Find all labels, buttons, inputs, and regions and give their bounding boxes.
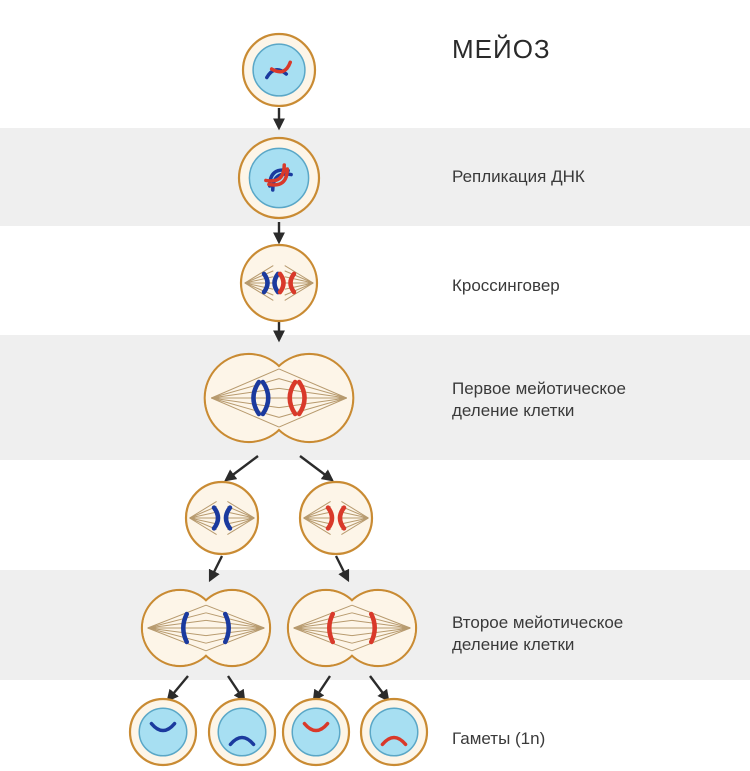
- cell-crossover: [236, 240, 322, 326]
- cell-gamete: [279, 695, 353, 769]
- cell-replicated: [235, 134, 323, 222]
- meiosis-diagram: МЕЙОЗРепликация ДНККроссинговерПервое ме…: [0, 0, 750, 771]
- flow-arrow: [336, 556, 348, 580]
- cell-meiosis2: [139, 585, 273, 671]
- cell-meiosis1-daughter: [181, 477, 263, 559]
- flow-arrow: [210, 556, 222, 580]
- cell-gamete: [126, 695, 200, 769]
- cell-gamete: [357, 695, 431, 769]
- cell-meiosis1: [202, 349, 356, 447]
- cell-initial: [239, 30, 319, 110]
- cell-meiosis1-daughter: [295, 477, 377, 559]
- cell-meiosis2: [285, 585, 419, 671]
- cell-gamete: [205, 695, 279, 769]
